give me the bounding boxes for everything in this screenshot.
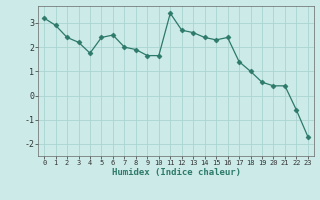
- X-axis label: Humidex (Indice chaleur): Humidex (Indice chaleur): [111, 168, 241, 177]
